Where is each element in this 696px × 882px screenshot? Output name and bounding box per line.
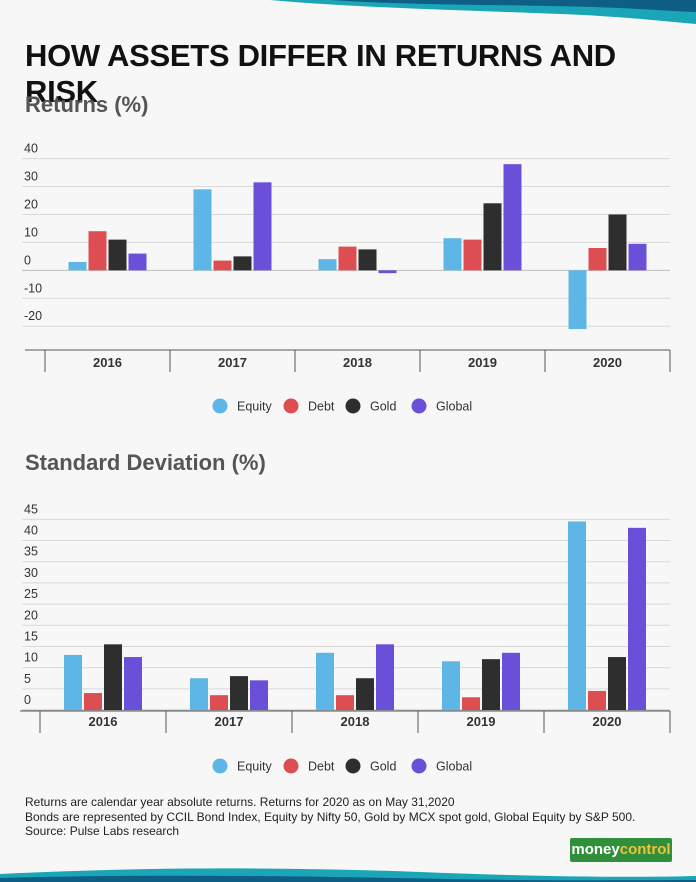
bar-gold-2018 (356, 678, 374, 710)
y-tick-label: 30 (24, 170, 38, 184)
bar-equity-2018 (318, 259, 337, 271)
bar-equity-2017 (190, 678, 208, 710)
y-tick-label: 20 (24, 608, 38, 622)
bar-debt-2020 (588, 248, 607, 271)
top-decorative-wave (270, 0, 696, 24)
bar-debt-2020 (588, 690, 606, 710)
bar-equity-2020 (568, 521, 586, 710)
footnotes: Returns are calendar year absolute retur… (25, 795, 635, 839)
x-tick-label-2018: 2018 (341, 714, 370, 729)
x-tick-label-2020: 2020 (593, 714, 622, 729)
std-dev-chart-title: Standard Deviation (%) (25, 450, 266, 475)
y-tick-label: 0 (24, 693, 31, 707)
legend-label-equity: Equity (237, 400, 272, 414)
bar-global-2017 (253, 182, 272, 271)
bar-equity-2020 (568, 270, 587, 330)
y-tick-label: 30 (24, 566, 38, 580)
legend-label-equity: Equity (237, 760, 272, 774)
y-tick-label: 35 (24, 545, 38, 559)
legend-marker-gold (345, 758, 361, 774)
legend-label-global: Global (436, 400, 472, 414)
returns-chart-title: Returns (%) (25, 92, 149, 117)
y-tick-label: 10 (24, 651, 38, 665)
y-tick-label: 45 (24, 502, 38, 516)
y-tick-label: -10 (24, 281, 42, 295)
bar-global-2016 (124, 657, 142, 710)
bar-gold-2020 (608, 214, 627, 271)
y-tick-label: 40 (24, 142, 38, 156)
main-title: HOW ASSETS DIFFER IN RETURNS AND RISK (25, 38, 616, 109)
legend-marker-gold (345, 398, 361, 414)
std-dev-chart: 45 40 35 30 25 20 15 10 5 0 2016 2017 2018 2019 2020 Eq… (20, 502, 671, 774)
legend-label-global: Global (436, 760, 472, 774)
bar-global-2020 (628, 527, 646, 710)
bar-global-2020 (628, 243, 647, 271)
legend-marker-debt (283, 758, 299, 774)
moneycontrol-logo: moneycontrol (570, 838, 672, 862)
bar-gold-2017 (233, 256, 252, 271)
bar-gold-2019 (483, 203, 502, 271)
bar-gold-2016 (108, 239, 127, 271)
bar-debt-2018 (336, 695, 354, 710)
bar-debt-2018 (338, 246, 357, 271)
x-tick-label-2016: 2016 (89, 714, 118, 729)
y-tick-label: 40 (24, 524, 38, 538)
x-tick-label-2019: 2019 (467, 714, 496, 729)
bar-global-2018 (376, 644, 394, 710)
logo-part-control: control (619, 841, 671, 858)
legend-marker-global (411, 398, 427, 414)
legend-label-gold: Gold (370, 400, 396, 414)
bar-equity-2019 (442, 661, 460, 710)
bottom-decorative-wave (0, 868, 696, 882)
legend-marker-debt (283, 398, 299, 414)
bar-gold-2017 (230, 676, 248, 710)
x-tick-label-2019: 2019 (468, 355, 497, 370)
bar-gold-2020 (608, 657, 626, 710)
legend-label-debt: Debt (308, 760, 335, 774)
bar-global-2017 (250, 680, 268, 710)
y-tick-label: -20 (24, 309, 42, 323)
y-tick-label: 15 (24, 629, 38, 643)
bar-equity-2018 (316, 652, 334, 710)
legend-label-gold: Gold (370, 760, 396, 774)
y-tick-label: 25 (24, 587, 38, 601)
y-tick-label: 20 (24, 197, 38, 211)
bar-debt-2019 (462, 697, 480, 710)
bar-global-2019 (503, 164, 522, 271)
bar-debt-2017 (210, 695, 228, 710)
legend-marker-equity (212, 398, 228, 414)
legend-marker-global (411, 758, 427, 774)
bar-debt-2016 (84, 693, 102, 710)
legend-label-debt: Debt (308, 400, 335, 414)
y-tick-label: 0 (24, 253, 31, 267)
bar-gold-2019 (482, 659, 500, 710)
returns-chart: 40 30 20 10 0 -10 -20 2016 2017 2018 2019 2020 Equit… (22, 142, 671, 414)
bar-debt-2016 (88, 231, 107, 271)
footnote-indices: Bonds are represented by CCIL Bond Index… (25, 809, 636, 824)
bar-debt-2019 (463, 239, 482, 271)
y-tick-label: 5 (24, 672, 31, 686)
footnote-source: Source: Pulse Labs research (25, 824, 180, 838)
x-tick-label-2016: 2016 (93, 355, 122, 370)
legend-marker-equity (212, 758, 228, 774)
bar-global-2016 (128, 253, 147, 271)
logo-part-money: money (571, 841, 620, 858)
bar-global-2019 (502, 652, 520, 710)
x-tick-label-2017: 2017 (215, 714, 244, 729)
footnote-returns: Returns are calendar year absolute retur… (25, 795, 455, 809)
bar-gold-2018 (358, 249, 377, 271)
y-tick-label: 10 (24, 225, 38, 239)
bar-equity-2016 (64, 654, 82, 710)
x-tick-label-2017: 2017 (218, 355, 247, 370)
bar-equity-2017 (193, 189, 212, 271)
bar-equity-2019 (443, 238, 462, 271)
x-tick-label-2020: 2020 (593, 355, 622, 370)
bar-equity-2016 (68, 261, 87, 271)
bar-global-2018 (378, 270, 397, 274)
bar-gold-2016 (104, 644, 122, 710)
x-tick-label-2018: 2018 (343, 355, 372, 370)
bar-debt-2017 (213, 260, 232, 271)
